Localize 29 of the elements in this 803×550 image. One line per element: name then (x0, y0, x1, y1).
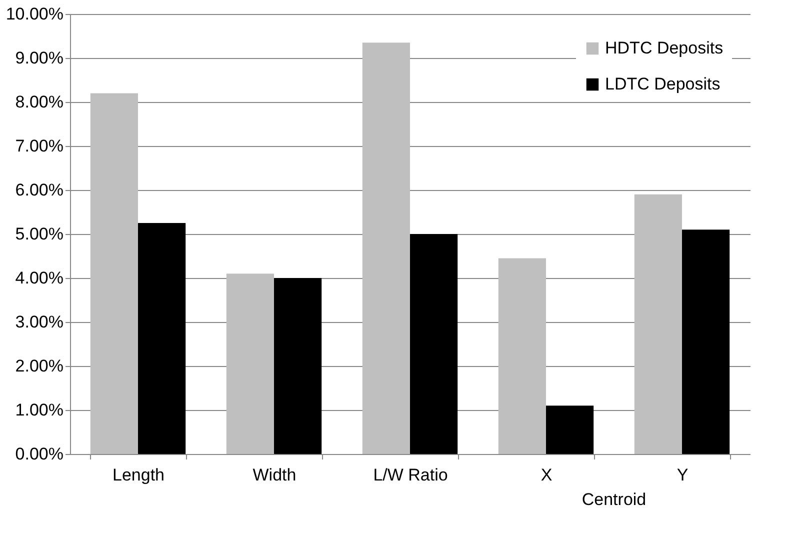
bar (634, 194, 682, 454)
y-tick-label: 4.00% (15, 268, 64, 288)
bar (138, 223, 186, 454)
x-tick-label: X (540, 466, 552, 484)
x-tick-label: L/W Ratio (373, 466, 448, 484)
bar (410, 234, 458, 454)
bar (498, 258, 546, 454)
y-tick-label: 5.00% (15, 224, 64, 244)
y-tick-label: 3.00% (15, 312, 64, 332)
bar (682, 230, 730, 454)
x-tick-label: Length (112, 466, 164, 484)
y-tick-label: 1.00% (15, 400, 64, 420)
y-tick-label: 6.00% (15, 180, 64, 200)
x-tick-label: Width (252, 466, 296, 484)
y-tick-label: 8.00% (15, 92, 64, 112)
legend-label: HDTC Deposits (605, 38, 724, 58)
bar (546, 406, 594, 454)
text: Centroid (582, 490, 646, 509)
bar (90, 93, 138, 454)
y-tick-label: 0.00% (15, 444, 64, 464)
y-tick-label: 2.00% (15, 356, 64, 376)
y-tick-label: 7.00% (15, 136, 64, 156)
bar (362, 42, 410, 454)
bar (274, 278, 322, 454)
legend-label: LDTC Deposits (605, 74, 720, 94)
y-tick-label: 9.00% (15, 48, 64, 68)
y-tick-label: 10.00% (6, 4, 64, 24)
bar (226, 274, 274, 454)
x-tick-label: Y (676, 466, 688, 484)
